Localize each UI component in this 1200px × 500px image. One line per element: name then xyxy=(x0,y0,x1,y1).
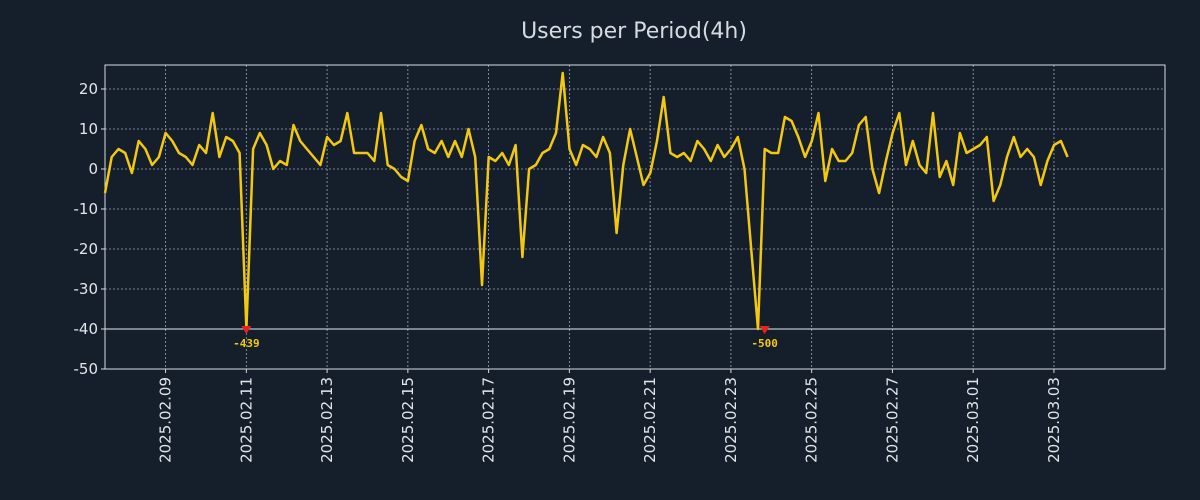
y-tick-label: -20 xyxy=(74,240,99,258)
min-annotation-label: -439 xyxy=(233,337,260,350)
series-layer xyxy=(103,71,1069,331)
min-marker xyxy=(759,326,770,334)
x-tick-label: 2025.02.25 xyxy=(803,377,821,463)
min-annotation-label: -500 xyxy=(751,337,778,350)
x-tick-label: 2025.02.27 xyxy=(883,377,901,463)
x-tick-label: 2025.02.15 xyxy=(399,377,417,463)
x-tick-label: 2025.03.03 xyxy=(1045,377,1063,463)
y-tick-label: 0 xyxy=(88,160,98,178)
y-tick-label: 20 xyxy=(79,80,98,98)
x-tick-label: 2025.02.19 xyxy=(560,377,578,463)
x-tick-label: 2025.02.11 xyxy=(237,377,255,463)
x-tick-label: 2025.03.01 xyxy=(964,377,982,463)
x-tick-label: 2025.02.23 xyxy=(722,377,740,463)
min-marker xyxy=(241,326,252,334)
y-tick-label: -10 xyxy=(74,200,99,218)
y-tick-label: 10 xyxy=(79,120,98,138)
axes: 20 10 0 -10 -20 -30 -40 -50 2025.02.09 2025.02.11… xyxy=(74,64,1166,463)
y-tick-label: -40 xyxy=(74,320,99,338)
x-tick-label: 2025.02.17 xyxy=(480,377,498,463)
x-tick-label: 2025.02.13 xyxy=(318,377,336,463)
annotations: -439 -500 xyxy=(233,326,778,350)
y-tick-label: -30 xyxy=(74,280,99,298)
grid xyxy=(105,65,1165,369)
x-tick-label: 2025.02.09 xyxy=(157,377,175,463)
series-line-users xyxy=(103,71,1069,331)
x-tick-label: 2025.02.21 xyxy=(641,377,659,463)
chart-title: Users per Period(4h) xyxy=(521,19,747,44)
y-tick-label: -50 xyxy=(74,360,99,378)
plot-frame xyxy=(104,64,1166,370)
